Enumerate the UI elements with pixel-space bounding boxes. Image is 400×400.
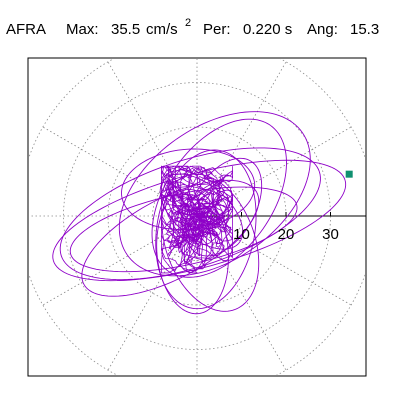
- grid-spoke-300: [196, 215, 287, 371]
- header-bar: AFRA Max: 35.5 cm/s 2 Per: 0.220 s Ang: …: [6, 17, 379, 38]
- ang-value: 15.3: [350, 21, 379, 38]
- max-unit: cm/s: [146, 21, 178, 38]
- orbit-trace: [52, 111, 347, 315]
- max-value: 35.5: [111, 21, 140, 38]
- grid-spoke-330: [196, 215, 352, 306]
- grid-spoke-60: [196, 61, 287, 217]
- plot-frame: [27, 57, 367, 377]
- orbit-loop-3: [69, 186, 298, 273]
- orbit-loop-6: [151, 118, 287, 278]
- grid-spoke-120: [107, 61, 198, 217]
- tick-labels: 10 20 30: [233, 226, 339, 243]
- orbit-core-cluster: [160, 165, 234, 274]
- ang-label: Ang:: [307, 21, 338, 38]
- max-amplitude-marker: [345, 170, 353, 178]
- tick-label-20: 20: [278, 226, 295, 243]
- station-label: AFRA: [6, 21, 46, 38]
- grid-spoke-30: [196, 126, 352, 217]
- orbit-loop-1: [52, 159, 347, 282]
- orbit-loop-4: [118, 111, 311, 277]
- max-unit-exponent: 2: [185, 17, 191, 29]
- grid-spoke-150: [42, 126, 198, 217]
- marker-layer: [345, 170, 353, 178]
- orbit-loop-10: [185, 157, 263, 257]
- per-label: Per:: [203, 21, 231, 38]
- tick-label-10: 10: [233, 226, 250, 243]
- grid-spoke-240: [107, 215, 198, 371]
- per-value: 0.220 s: [243, 21, 292, 38]
- max-label: Max:: [66, 21, 99, 38]
- tick-label-30: 30: [322, 226, 339, 243]
- grid-spoke-210: [42, 215, 198, 306]
